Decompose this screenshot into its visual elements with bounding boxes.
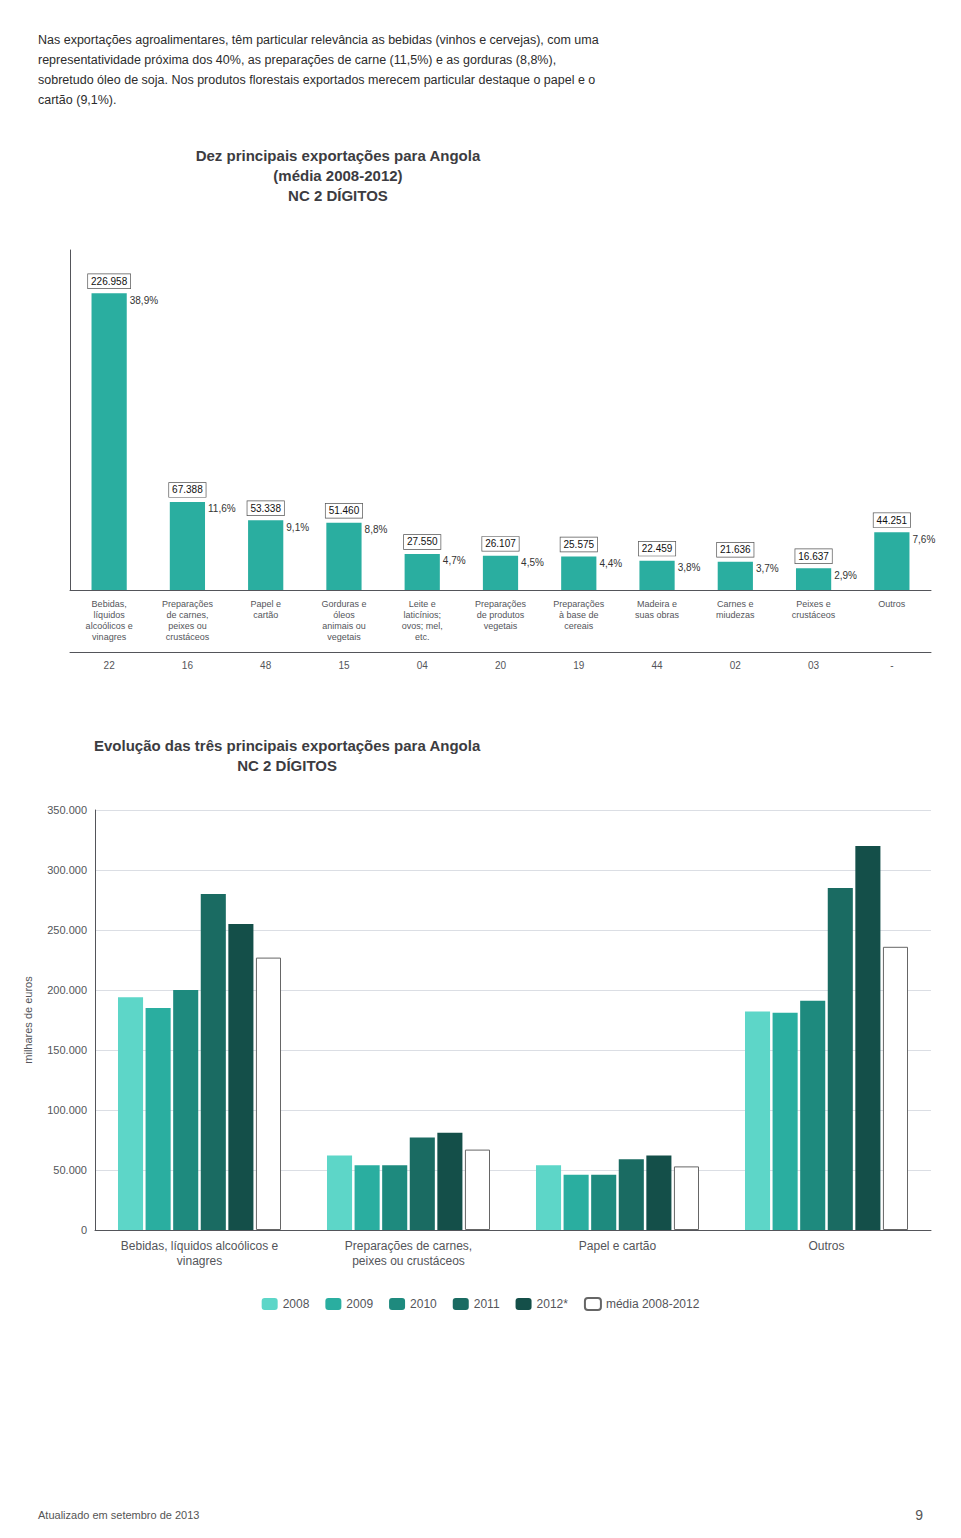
svg-text:27.550: 27.550 [407, 536, 438, 547]
svg-text:50.000: 50.000 [53, 1164, 87, 1176]
svg-text:3,8%: 3,8% [678, 562, 701, 573]
svg-text:3,7%: 3,7% [756, 563, 779, 574]
svg-text:21.636: 21.636 [720, 544, 751, 555]
svg-text:44.251: 44.251 [877, 515, 908, 526]
svg-text:48: 48 [260, 660, 272, 671]
svg-text:Nas exportações agroalimentare: Nas exportações agroalimentares, têm par… [38, 33, 599, 47]
svg-text:20: 20 [495, 660, 507, 671]
svg-text:19: 19 [573, 660, 585, 671]
svg-text:2011: 2011 [474, 1297, 500, 1311]
svg-text:laticínios;: laticínios; [403, 610, 441, 620]
svg-text:2010: 2010 [410, 1297, 437, 1311]
svg-text:etc.: etc. [415, 632, 430, 642]
svg-text:ovos; mel,: ovos; mel, [402, 621, 443, 631]
svg-text:Preparações: Preparações [475, 599, 527, 609]
svg-text:animais ou: animais ou [322, 621, 366, 631]
svg-text:peixes ou crustáceos: peixes ou crustáceos [352, 1254, 465, 1268]
svg-text:óleos: óleos [333, 610, 355, 620]
svg-text:vegetais: vegetais [484, 621, 518, 631]
svg-text:sobretudo óleo de soja. Nos pr: sobretudo óleo de soja. Nos produtos flo… [38, 73, 595, 87]
svg-text:04: 04 [417, 660, 429, 671]
svg-text:2009: 2009 [346, 1297, 373, 1311]
svg-text:à base de: à base de [559, 610, 599, 620]
svg-text:alcoólicos e: alcoólicos e [86, 621, 133, 631]
svg-text:0: 0 [81, 1224, 87, 1236]
svg-text:51.460: 51.460 [329, 505, 360, 516]
svg-text:miudezas: miudezas [716, 610, 755, 620]
svg-text:crustáceos: crustáceos [166, 632, 210, 642]
svg-text:350.000: 350.000 [47, 804, 87, 816]
svg-text:Gorduras e: Gorduras e [321, 599, 366, 609]
svg-text:38,9%: 38,9% [130, 295, 158, 306]
svg-text:-: - [890, 660, 893, 671]
svg-text:9: 9 [915, 1507, 923, 1523]
svg-text:16: 16 [182, 660, 194, 671]
svg-text:4,7%: 4,7% [443, 555, 466, 566]
svg-text:Leite e: Leite e [409, 599, 436, 609]
svg-text:4,5%: 4,5% [521, 557, 544, 568]
svg-text:Carnes e: Carnes e [717, 599, 754, 609]
svg-text:226.958: 226.958 [91, 276, 128, 287]
svg-text:média 2008-2012: média 2008-2012 [606, 1297, 700, 1311]
svg-text:Outros: Outros [808, 1239, 844, 1253]
svg-text:250.000: 250.000 [47, 924, 87, 936]
svg-text:de produtos: de produtos [477, 610, 525, 620]
svg-text:4,4%: 4,4% [599, 558, 622, 569]
svg-text:200.000: 200.000 [47, 984, 87, 996]
svg-text:Dez principais exportações par: Dez principais exportações para Angola [196, 147, 481, 164]
svg-text:2008: 2008 [283, 1297, 310, 1311]
svg-text:representatividade próxima dos: representatividade próxima dos 40%, as p… [38, 53, 556, 67]
svg-text:cereais: cereais [564, 621, 594, 631]
svg-text:Madeira e: Madeira e [637, 599, 677, 609]
svg-text:53.338: 53.338 [250, 503, 281, 514]
svg-text:crustáceos: crustáceos [792, 610, 836, 620]
svg-text:100.000: 100.000 [47, 1104, 87, 1116]
svg-text:Papel e cartão: Papel e cartão [579, 1239, 657, 1253]
svg-text:Papel e: Papel e [250, 599, 281, 609]
svg-text:milhares de euros: milhares de euros [22, 976, 34, 1064]
svg-text:Outros: Outros [878, 599, 906, 609]
svg-text:Bebidas, líquidos alcoólicos e: Bebidas, líquidos alcoólicos e [121, 1239, 279, 1253]
svg-text:7,6%: 7,6% [912, 534, 935, 545]
svg-text:vinagres: vinagres [177, 1254, 222, 1268]
svg-text:25.575: 25.575 [563, 539, 594, 550]
svg-text:cartão (9,1%).: cartão (9,1%). [38, 93, 117, 107]
svg-text:Preparações de carnes,: Preparações de carnes, [345, 1239, 472, 1253]
svg-text:cartão: cartão [253, 610, 278, 620]
svg-text:NC 2 DÍGITOS: NC 2 DÍGITOS [237, 757, 337, 774]
svg-text:15: 15 [338, 660, 350, 671]
svg-text:suas obras: suas obras [635, 610, 680, 620]
svg-text:2012*: 2012* [537, 1297, 569, 1311]
svg-text:líquidos: líquidos [94, 610, 126, 620]
svg-text:22: 22 [104, 660, 116, 671]
svg-text:de carnes,: de carnes, [166, 610, 208, 620]
svg-text:67.388: 67.388 [172, 484, 203, 495]
svg-text:300.000: 300.000 [47, 864, 87, 876]
svg-text:8,8%: 8,8% [365, 524, 388, 535]
svg-text:NC 2 DÍGITOS: NC 2 DÍGITOS [288, 187, 388, 204]
svg-text:2,9%: 2,9% [834, 570, 857, 581]
svg-text:9,1%: 9,1% [286, 522, 309, 533]
svg-text:vinagres: vinagres [92, 632, 127, 642]
svg-text:26.107: 26.107 [485, 538, 516, 549]
svg-text:22.459: 22.459 [642, 543, 673, 554]
svg-text:Evolução das três principais e: Evolução das três principais exportações… [94, 737, 481, 754]
svg-text:16.637: 16.637 [798, 551, 829, 562]
svg-text:03: 03 [808, 660, 820, 671]
svg-text:Atualizado em setembro de 2013: Atualizado em setembro de 2013 [38, 1509, 199, 1521]
svg-text:vegetais: vegetais [327, 632, 361, 642]
svg-text:02: 02 [730, 660, 742, 671]
svg-text:Peixes e: Peixes e [796, 599, 831, 609]
svg-text:Preparações: Preparações [553, 599, 605, 609]
svg-text:Preparações: Preparações [162, 599, 214, 609]
svg-text:44: 44 [651, 660, 663, 671]
svg-text:150.000: 150.000 [47, 1044, 87, 1056]
svg-text:(média 2008-2012): (média 2008-2012) [273, 167, 402, 184]
svg-text:peixes ou: peixes ou [168, 621, 207, 631]
svg-text:Bebidas,: Bebidas, [92, 599, 127, 609]
svg-text:11,6%: 11,6% [208, 503, 236, 514]
